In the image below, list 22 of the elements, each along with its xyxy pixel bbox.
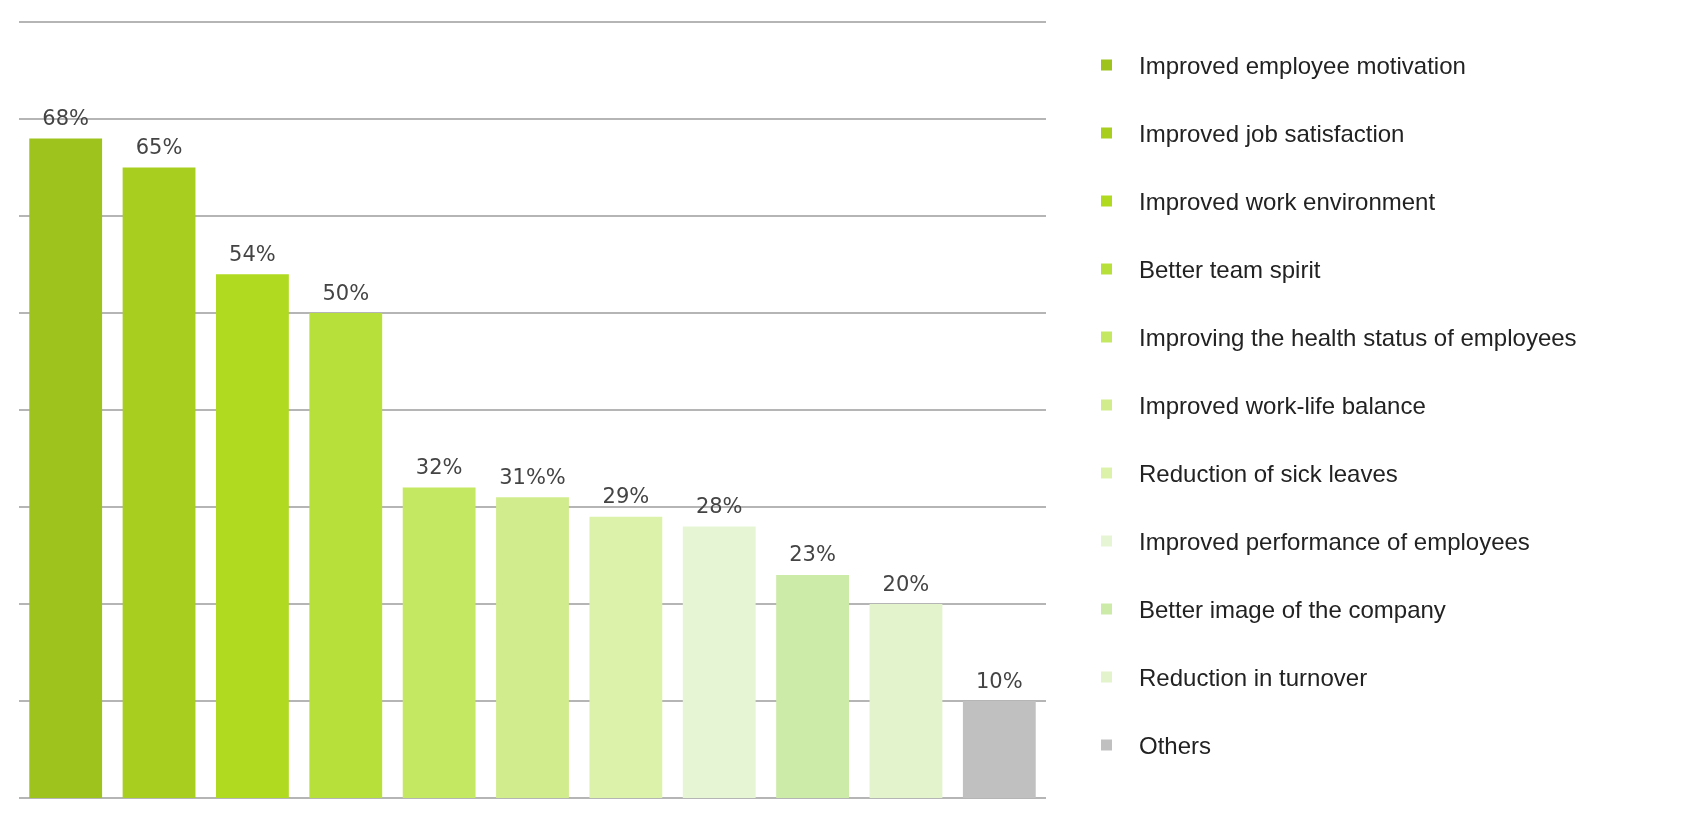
legend-label: Improved work environment — [1139, 187, 1436, 215]
data-label: 29% — [602, 484, 650, 509]
data-label: 10% — [975, 668, 1023, 693]
legend-label: Reduction of sick leaves — [1139, 459, 1398, 487]
legend-label: Improved job satisfaction — [1139, 119, 1405, 147]
data-label: 20% — [882, 571, 930, 596]
legend-label: Better team spirit — [1139, 255, 1321, 283]
data-label: 28% — [695, 493, 743, 518]
data-label: 68% — [42, 105, 90, 130]
data-label: 54% — [229, 241, 276, 266]
data-label: 31%% — [499, 464, 566, 489]
legend-label: Better image of the company — [1139, 595, 1446, 623]
data-label: 65% — [135, 135, 183, 159]
legend-label: Improved employee motivation — [1139, 51, 1466, 79]
data-label: 50% — [322, 280, 370, 305]
data-label: 23% — [789, 542, 836, 567]
legend-label: Improved performance of employees — [1139, 527, 1530, 555]
legend-label: Others — [1139, 731, 1212, 759]
legend-label: Improving the health status of employees — [1139, 323, 1577, 351]
legend-label: Reduction in turnover — [1139, 663, 1368, 691]
legend-label: Improved work-life balance — [1139, 391, 1426, 419]
data-label: 32% — [415, 455, 463, 480]
